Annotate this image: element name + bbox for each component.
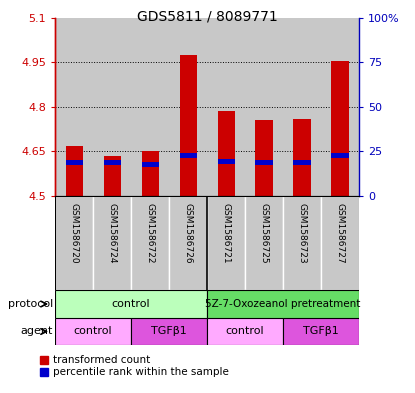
Bar (131, 18, 169, 196)
Bar (217, 112, 234, 196)
Bar (293, 160, 310, 165)
Bar (207, 290, 359, 318)
Bar (207, 18, 245, 196)
Bar (283, 318, 359, 345)
Bar (321, 18, 359, 196)
Bar (321, 196, 359, 290)
Text: TGFβ1: TGFβ1 (151, 327, 187, 336)
Bar (131, 196, 169, 290)
Bar (142, 162, 159, 167)
Bar (180, 55, 197, 196)
Text: GSM1586723: GSM1586723 (298, 202, 307, 263)
Bar (207, 196, 245, 290)
Bar (245, 196, 283, 290)
Legend: transformed count, percentile rank within the sample: transformed count, percentile rank withi… (40, 355, 229, 377)
Bar (55, 18, 93, 196)
Bar (283, 18, 321, 196)
Bar (332, 153, 349, 158)
Bar (256, 160, 273, 165)
Bar (93, 196, 131, 290)
Bar (142, 151, 159, 196)
Bar (104, 160, 121, 165)
Bar (169, 196, 207, 290)
Bar (180, 153, 197, 158)
Text: GSM1586725: GSM1586725 (259, 202, 269, 263)
Text: GSM1586727: GSM1586727 (335, 202, 344, 263)
Text: GSM1586724: GSM1586724 (107, 202, 117, 263)
Bar (283, 196, 321, 290)
Text: 5Z-7-Oxozeanol pretreatment: 5Z-7-Oxozeanol pretreatment (205, 299, 361, 309)
Text: TGFβ1: TGFβ1 (303, 327, 339, 336)
Bar (55, 290, 207, 318)
Bar (256, 120, 273, 196)
Bar (332, 61, 349, 196)
Bar (55, 318, 131, 345)
Bar (93, 18, 131, 196)
Bar (66, 145, 83, 196)
Text: GSM1586721: GSM1586721 (222, 202, 231, 263)
Text: agent: agent (21, 327, 53, 336)
Text: control: control (226, 327, 264, 336)
Bar (217, 159, 234, 163)
Bar (66, 160, 83, 165)
Bar (207, 318, 283, 345)
Text: GDS5811 / 8089771: GDS5811 / 8089771 (137, 10, 278, 24)
Bar (245, 18, 283, 196)
Bar (293, 119, 310, 196)
Text: control: control (74, 327, 112, 336)
Text: GSM1586726: GSM1586726 (183, 202, 193, 263)
Bar (55, 196, 93, 290)
Bar (169, 18, 207, 196)
Text: protocol: protocol (8, 299, 53, 309)
Text: GSM1586722: GSM1586722 (146, 202, 155, 263)
Bar (104, 156, 121, 196)
Text: GSM1586720: GSM1586720 (70, 202, 79, 263)
Bar (131, 318, 207, 345)
Text: control: control (112, 299, 151, 309)
